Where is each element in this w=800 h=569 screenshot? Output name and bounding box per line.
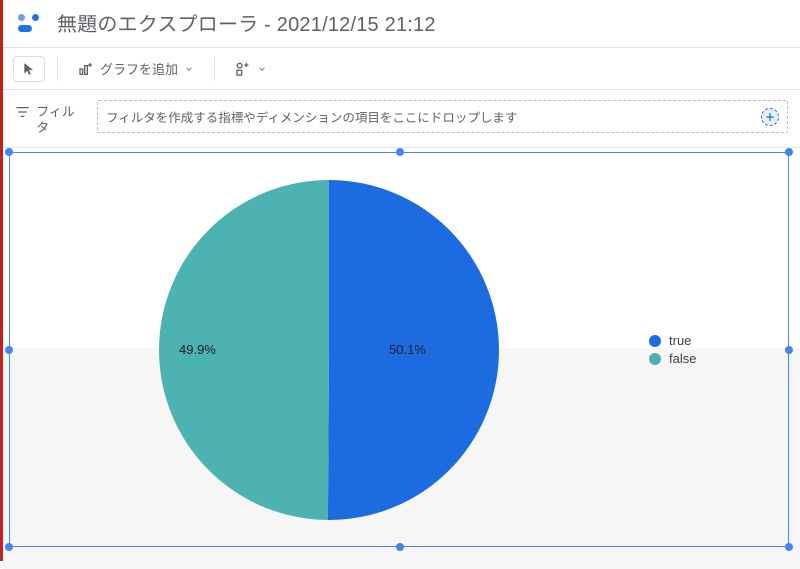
legend-item-true[interactable]: true — [649, 333, 779, 348]
add-chart-button[interactable]: グラフを追加 — [70, 54, 202, 83]
chart-legend: true false — [649, 330, 789, 369]
canvas[interactable]: 50.1% 49.9% true false — [3, 148, 800, 569]
chevron-down-icon — [257, 64, 267, 74]
bar-chart-plus-icon — [78, 61, 94, 77]
legend-item-false[interactable]: false — [649, 351, 779, 366]
app-logo-icon — [15, 9, 43, 37]
legend-swatch-icon — [649, 335, 661, 347]
filter-icon — [15, 104, 30, 120]
toolbar-separator — [214, 57, 215, 81]
add-component-button[interactable] — [227, 56, 275, 82]
header: 無題のエクスプローラ - 2021/12/15 21:12 — [3, 0, 800, 47]
filter-bar: フィルタ フィルタを作成する指標やディメンションの項目をここにドロップします — [3, 90, 800, 148]
add-chart-label: グラフを追加 — [100, 59, 178, 78]
add-filter-icon[interactable] — [761, 108, 779, 126]
pointer-tool-button[interactable] — [13, 56, 45, 82]
pie-chart[interactable]: 50.1% 49.9% true false — [9, 152, 789, 547]
chevron-down-icon — [184, 64, 194, 74]
pie-slice-label-false: 49.9% — [179, 342, 216, 357]
filter-dropzone[interactable]: フィルタを作成する指標やディメンションの項目をここにドロップします — [97, 100, 788, 133]
page-title: 無題のエクスプローラ - 2021/12/15 21:12 — [57, 8, 436, 37]
shapes-plus-icon — [235, 61, 251, 77]
pie-slice-label-true: 50.1% — [389, 342, 426, 357]
cursor-icon — [22, 62, 36, 76]
legend-swatch-icon — [649, 353, 661, 365]
legend-label: false — [669, 351, 696, 366]
legend-label: true — [669, 333, 691, 348]
pie-chart-plot: 50.1% 49.9% — [9, 152, 649, 547]
toolbar: グラフを追加 — [3, 47, 800, 90]
filter-placeholder: フィルタを作成する指標やディメンションの項目をここにドロップします — [106, 107, 517, 126]
filter-label: フィルタ — [15, 100, 85, 135]
filter-label-text: フィルタ — [36, 104, 85, 135]
toolbar-separator — [57, 57, 58, 81]
